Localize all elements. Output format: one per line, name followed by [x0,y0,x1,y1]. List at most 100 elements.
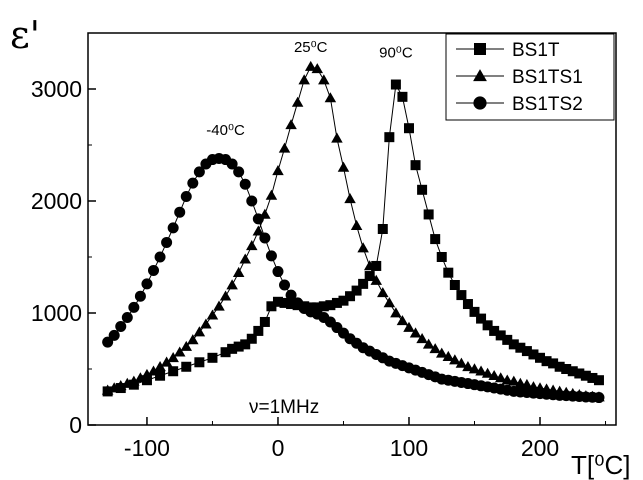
data-point [167,352,179,363]
data-point [476,313,487,324]
data-point [548,358,559,369]
data-point [173,346,186,357]
legend-label: BS1TS2 [512,94,583,115]
data-point [337,161,350,172]
y-tick-label: 3000 [31,76,82,102]
data-point [495,330,506,341]
data-point [134,372,147,383]
data-point [501,374,514,385]
data-point [134,290,146,302]
data-point [233,166,245,178]
x-axis-ticks: -100 0 100 200 [124,417,607,461]
data-point [266,301,277,312]
series-layer [101,60,605,404]
data-point [272,296,283,307]
data-point [416,333,428,344]
data-point [285,289,297,301]
legend-marker [473,96,487,110]
data-point [384,132,395,143]
data-point [338,295,349,306]
data-point [167,222,179,234]
data-point [227,343,238,354]
data-point [397,91,408,102]
x-tick-label: 100 [390,435,428,461]
peak-label: 25⁰C [294,39,328,56]
data-point [226,279,238,290]
data-point [272,266,284,278]
data-point [220,347,231,358]
data-point [462,299,473,310]
data-point [456,290,467,301]
data-point [502,334,513,345]
x-tick-label: 0 [272,435,285,461]
data-point [403,123,414,134]
data-point [488,369,500,381]
data-point [494,372,507,383]
data-point [168,366,179,377]
series-bs1ts1 [101,60,605,402]
data-point [422,338,435,349]
legend-item: BS1T [456,40,560,61]
data-point [141,368,153,379]
data-point [259,232,271,244]
series-bs1ts2 [102,152,605,404]
data-point [409,327,422,338]
data-point [489,325,500,336]
data-point [200,318,212,329]
data-point [587,372,598,383]
data-point [364,271,375,282]
data-point [239,178,251,190]
data-point [561,364,572,374]
data-point [481,367,494,378]
data-point [285,119,297,130]
data-point [324,92,337,103]
data-point [128,301,140,313]
data-point [312,302,323,313]
peak-label: 90⁰C [379,45,413,62]
data-point [390,307,402,318]
data-point [246,333,257,344]
data-point [554,361,565,372]
data-point [207,352,218,363]
data-point [423,209,434,220]
data-point [417,184,428,195]
data-point [155,370,166,381]
data-point [325,300,336,311]
data-point [377,287,389,298]
data-point [272,165,284,176]
data-point [141,375,152,386]
data-point [239,253,251,264]
data-point [350,219,363,230]
data-point [443,267,454,278]
data-point [304,60,317,71]
data-point [574,368,585,379]
data-point [318,301,329,312]
data-point [528,349,539,360]
data-point [357,242,369,253]
data-point [108,329,120,341]
data-point [226,158,238,170]
legend: BS1T BS1TS1 BS1TS2 [445,33,615,121]
data-point [233,341,244,352]
data-point [278,142,291,153]
data-point [442,350,455,361]
data-point [521,378,533,389]
legend-marker [474,43,486,55]
legend-marker [473,69,487,82]
data-point [475,365,487,376]
y-axis-label: ε' [10,13,40,57]
x-tick-label: 200 [521,435,559,461]
data-point [370,274,382,285]
data-point [115,320,127,332]
data-point [279,297,290,308]
data-point [383,297,396,308]
y-axis-ticks: 0 1000 2000 3000 [31,76,96,438]
data-point [435,347,448,358]
series-bs1t [102,79,604,397]
data-point [279,279,291,291]
data-point [345,291,356,302]
data-point [246,195,258,207]
data-point [252,213,264,225]
data-point [410,160,421,171]
